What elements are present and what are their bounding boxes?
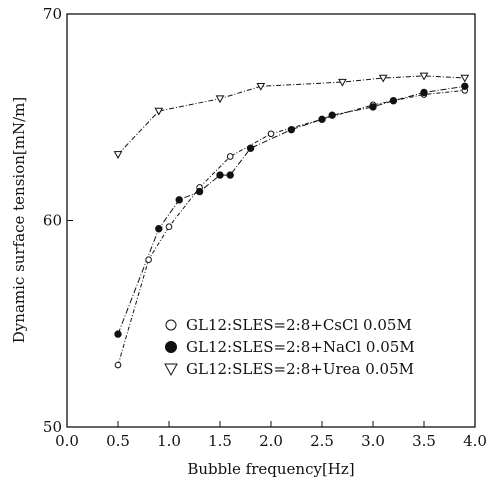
x-tick-label-6: 3.0	[361, 432, 385, 450]
marker-group	[113, 72, 470, 369]
x-tick-label-4: 2.0	[259, 432, 283, 450]
series-line-1	[117, 85, 465, 335]
series-0-point-0	[114, 361, 122, 369]
series-1-point-7	[287, 125, 296, 134]
y-tick-label-2: 70	[43, 5, 62, 23]
legend-label-0: GL12:SLES=2:8+CsCl 0.05M	[186, 316, 412, 334]
series-1-point-10	[369, 103, 377, 111]
series-1-point-9	[328, 111, 336, 119]
series-1-point-11	[389, 97, 398, 105]
series-0-point-5	[267, 130, 275, 138]
series-1-point-1	[155, 225, 163, 233]
series-1-point-6	[246, 144, 255, 152]
series-2-point-4	[338, 78, 347, 87]
series-2-point-6	[419, 72, 429, 81]
y-tick-label-1: 60	[43, 212, 62, 230]
x-tick-label-8: 4.0	[463, 432, 487, 450]
series-2-point-5	[378, 74, 388, 83]
x-tick-label-1: 0.5	[106, 432, 130, 450]
series-2-point-2	[215, 95, 225, 104]
x-tick-label-0: 0.0	[55, 432, 79, 450]
x-tick-label-7: 3.5	[412, 432, 436, 450]
x-axis-label: Bubble frequency[Hz]	[187, 460, 354, 478]
series-1-point-4	[216, 171, 224, 179]
legend-marker-1	[165, 341, 177, 353]
series-0-point-4	[226, 153, 234, 160]
series-line-2	[117, 75, 465, 155]
x-tick-label-3: 1.5	[208, 432, 232, 450]
series-1-point-2	[175, 196, 183, 204]
legend-label-2: GL12:SLES=2:8+Urea 0.05M	[186, 360, 414, 378]
y-tick-label-0: 50	[43, 418, 62, 436]
x-tick-label-5: 2.5	[310, 432, 334, 450]
series-1-point-0	[114, 330, 122, 338]
series-2-point-1	[154, 107, 164, 116]
series-1-point-12	[420, 88, 428, 97]
legend-label-1: GL12:SLES=2:8+NaCl 0.05M	[186, 338, 415, 356]
series-1-point-5	[226, 171, 234, 179]
legend-marker-0	[165, 319, 177, 331]
legend-marker-2	[164, 363, 178, 377]
legend: GL12:SLES=2:8+CsCl 0.05M GL12:SLES=2:8+Na…	[164, 316, 415, 378]
y-axis-label: Dynamic surface tension[mN/m]	[10, 97, 28, 343]
series-1-point-8	[318, 115, 326, 124]
series-1-point-13	[461, 82, 469, 90]
series-1-point-3	[195, 187, 204, 196]
series-2-point-7	[460, 74, 470, 83]
x-tick-label-2: 1.0	[157, 432, 181, 450]
series-0-point-2	[165, 223, 173, 230]
series-0-point-1	[145, 256, 152, 264]
series-2-point-3	[256, 82, 266, 91]
series-2-point-0	[113, 151, 123, 159]
tick-group: 0.0 0.5 1.0 1.5 2.0 2.5 3.0 3.5 4.0 50 60 70	[43, 5, 487, 450]
